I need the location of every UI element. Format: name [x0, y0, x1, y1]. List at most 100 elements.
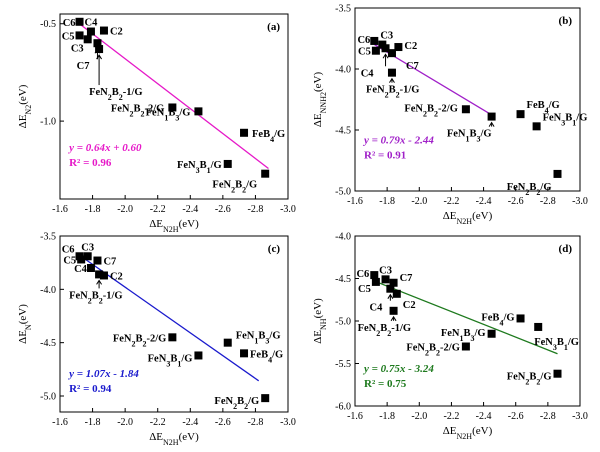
x-tick-label: -1.6	[347, 196, 363, 207]
data-point	[77, 255, 86, 264]
point-label: FeN2B2-2/G	[113, 333, 167, 348]
fit-line	[374, 280, 558, 355]
data-point	[99, 271, 108, 280]
y-tick-label: -4.0	[335, 232, 351, 243]
point-label: FeN2B2-2/G	[111, 103, 165, 118]
data-point	[168, 333, 177, 342]
x-tick-label: -1.6	[52, 204, 68, 215]
x-tick-label: -2.4	[476, 196, 492, 207]
fit-r-squared: R² = 0.91	[364, 149, 406, 161]
x-tick-label: -2.4	[182, 204, 198, 215]
y-tick-label: -5.0	[335, 187, 351, 198]
x-tick-label: -3.0	[572, 411, 588, 422]
x-tick-label: -2.6	[508, 411, 524, 422]
x-tick-label: -2.6	[215, 417, 231, 428]
panel-label: (a)	[267, 21, 280, 33]
data-point	[261, 169, 270, 178]
point-label: FeN1B3/G	[441, 328, 486, 343]
data-point	[86, 27, 95, 36]
chart-panel: -1.6 -1.8 -2.0 -2.2 -2.4 -2.6 -2.8 -3.0 -0.5 -1.0…	[17, 13, 296, 234]
data-point	[261, 394, 270, 403]
point-label: C5	[358, 284, 371, 295]
chart-panel: -1.6 -1.8 -2.0 -2.2 -2.4 -2.6 -2.8 -3.0 -3.5 -4.0…	[312, 4, 588, 226]
data-point	[93, 39, 102, 48]
data-point	[461, 342, 470, 351]
data-point	[534, 322, 543, 331]
data-point	[370, 36, 379, 45]
data-point	[381, 275, 390, 284]
data-point	[381, 44, 390, 53]
data-point	[83, 252, 92, 261]
plot-frame	[59, 13, 289, 200]
point-label: FeN2B2-1/G	[89, 87, 143, 102]
x-axis-label: ΔEN2H(eV)	[443, 425, 493, 441]
fit-line	[79, 254, 260, 382]
data-point	[370, 271, 379, 280]
point-label: C4	[74, 264, 88, 275]
point-label: FeN3B1/G	[543, 112, 588, 127]
data-point	[487, 112, 496, 121]
point-label: FeN2B2-1/G	[69, 290, 123, 305]
point-label: FeN2B2/G	[212, 180, 257, 195]
y-axis-label: ΔEN(eV)	[17, 304, 33, 344]
x-tick-label: -1.8	[85, 204, 101, 215]
x-tick-label: -2.2	[444, 196, 460, 207]
data-point	[240, 349, 249, 358]
data-point	[194, 107, 203, 116]
data-point	[223, 338, 232, 347]
panel-label: (b)	[559, 15, 573, 27]
y-tick-label: -5.0	[335, 317, 351, 328]
plot-frame	[59, 235, 289, 413]
fit-equation: y = 1.07x - 1.84	[67, 368, 139, 380]
point-label: FeN3B1/G	[534, 337, 579, 352]
data-point	[532, 122, 541, 131]
x-tick-label: -2.0	[411, 196, 427, 207]
data-point	[194, 351, 203, 360]
data-point	[553, 369, 562, 378]
point-label: FeB4/G	[252, 129, 285, 144]
data-point	[95, 270, 104, 279]
x-axis-label: ΔEN2H(eV)	[149, 431, 199, 447]
data-point	[168, 103, 177, 112]
data-point	[389, 278, 398, 287]
data-point	[553, 169, 562, 178]
x-tick-label: -2.6	[508, 196, 524, 207]
x-tick-label: -2.2	[150, 417, 166, 428]
data-point	[240, 128, 249, 137]
x-tick-label: -1.8	[379, 411, 395, 422]
point-label: FeN2B2-2/G	[406, 343, 460, 358]
point-label: C3	[379, 265, 392, 276]
point-label: C4	[85, 18, 99, 29]
x-axis-label: ΔEN2H(eV)	[443, 210, 493, 226]
x-tick-label: -2.2	[444, 411, 460, 422]
point-label: C6	[62, 244, 75, 255]
data-point	[371, 46, 380, 55]
x-tick-label: -2.8	[248, 204, 264, 215]
point-label: FeB4/G	[250, 349, 283, 364]
point-label: FeN3B1/G	[148, 353, 193, 368]
point-label: C7	[406, 61, 419, 72]
fit-equation: y = 0.75x - 3.24	[362, 363, 434, 375]
data-point	[75, 31, 84, 40]
label-arrow-head	[96, 279, 103, 285]
data-point	[392, 289, 401, 298]
y-tick-label: -1.0	[40, 117, 56, 128]
fit-equation: y = 0.64x + 0.60	[67, 142, 142, 154]
data-point	[86, 264, 95, 272]
y-tick-label: -5.5	[335, 359, 351, 370]
point-label: C2	[110, 27, 123, 38]
point-label: C2	[403, 300, 416, 311]
point-label: C5	[358, 47, 371, 58]
data-point	[83, 35, 92, 44]
y-tick-label: -3.5	[335, 4, 351, 15]
point-label: FeN1B3/G	[447, 129, 492, 144]
x-tick-label: -2.0	[411, 411, 427, 422]
label-arrow-head	[488, 121, 495, 127]
x-tick-label: -2.2	[150, 204, 166, 215]
point-label: C3	[81, 242, 94, 253]
data-point	[389, 306, 398, 315]
point-label: C4	[361, 68, 375, 79]
x-tick-label: -1.6	[347, 411, 363, 422]
y-tick-label: -4.5	[335, 274, 351, 285]
data-point	[75, 17, 84, 26]
